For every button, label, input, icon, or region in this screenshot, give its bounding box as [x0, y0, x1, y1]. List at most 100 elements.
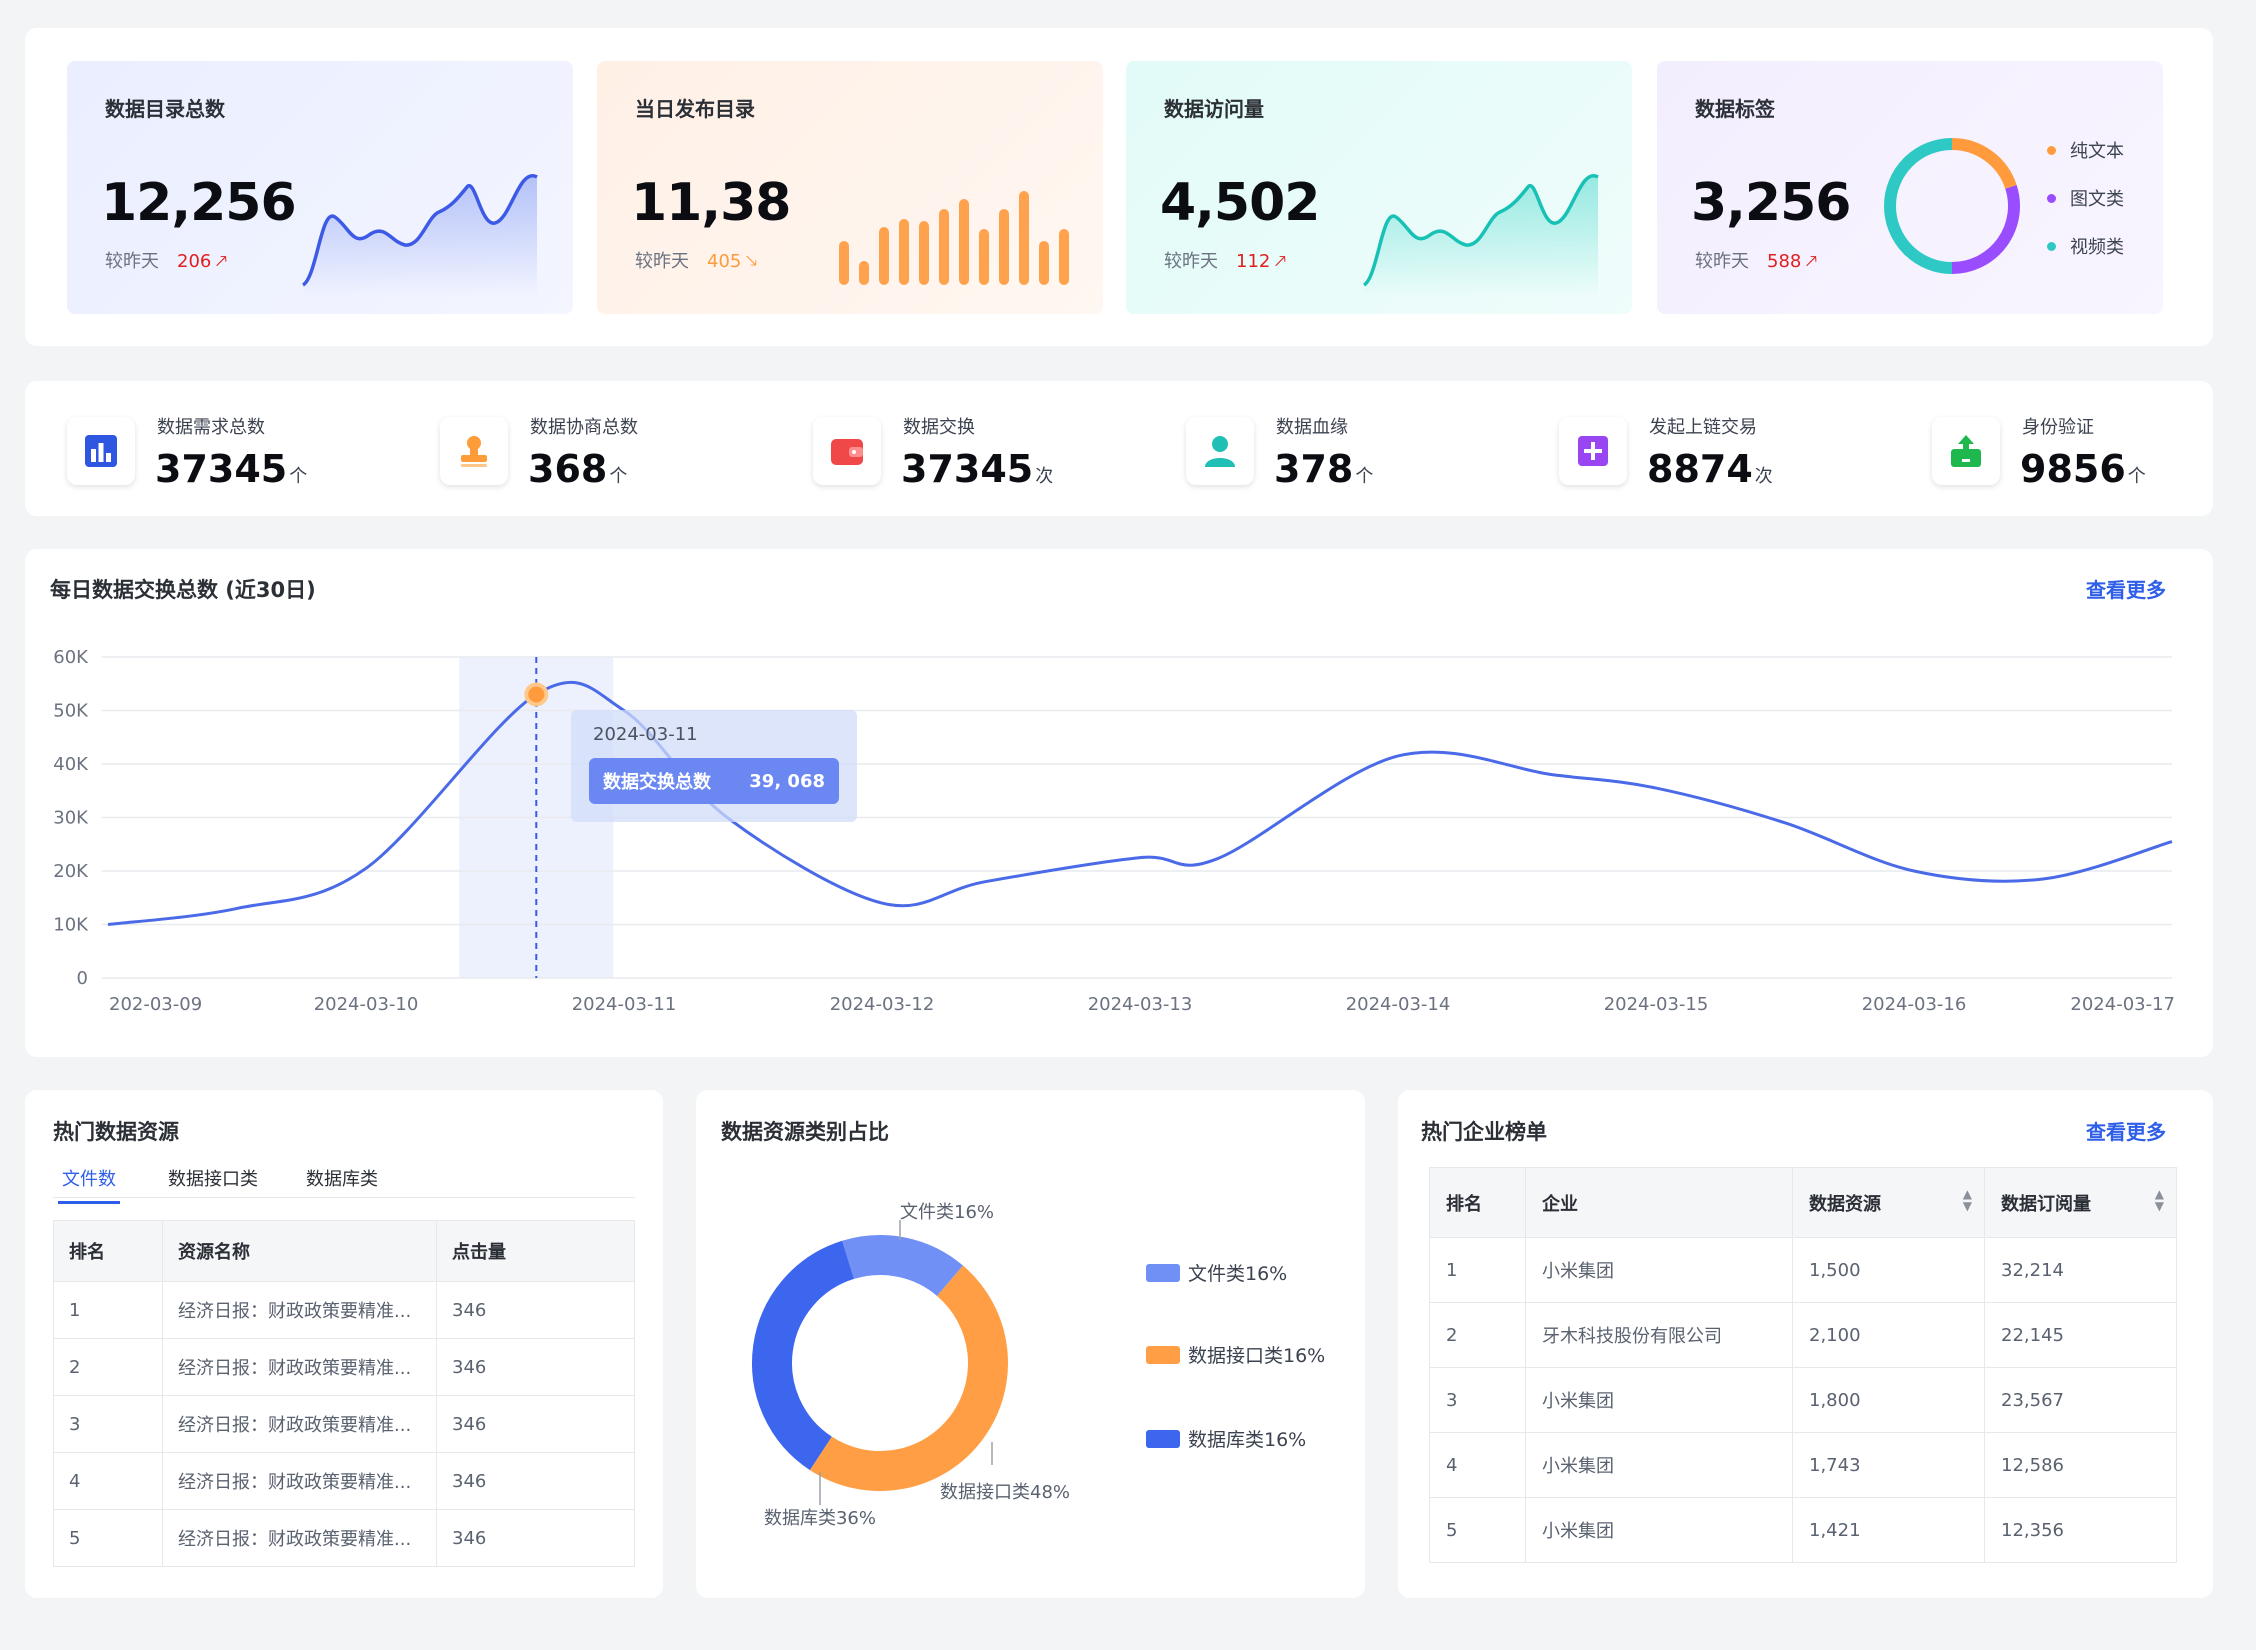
sortable-column-header[interactable]: 数据订阅量 ▲ ▼ [1984, 1167, 2177, 1238]
tag-donut-slice [1951, 184, 2020, 274]
sparkline-area [301, 174, 538, 297]
tab-api[interactable]: 数据接口类 [168, 1169, 258, 1190]
enterprise-view-more-link[interactable]: 查看更多 [2086, 1120, 2166, 1144]
tag-donut-slice [1884, 138, 1953, 274]
hot-resources-title: 热门数据资源 [53, 1120, 179, 1144]
metric-chain-transaction[interactable]: 发起上链交易 8874 次 [1559, 381, 1919, 516]
x-tick-label: 2024-03-14 [1346, 994, 1451, 1015]
metric-unit: 个 [2127, 466, 2146, 487]
arrow-up-icon: 🡕 [215, 251, 228, 272]
table-row[interactable]: 3 经济日报：财政政策要精准... 346 [53, 1395, 635, 1453]
delta-value: 405 [707, 251, 742, 272]
user-icon [1186, 417, 1254, 485]
arrow-down-icon: 🡖 [745, 251, 758, 272]
table-cell: 23,567 [1984, 1367, 2177, 1433]
column-header-label: 数据资源 [1809, 1193, 1881, 1215]
slice-label: 数据接口类48% [940, 1482, 1070, 1503]
table-row[interactable]: 4 经济日报：财政政策要精准... 346 [53, 1452, 635, 1510]
legend-item-database: 数据库类16% [1146, 1425, 1306, 1452]
arrow-up-icon: 🡕 [1274, 251, 1287, 272]
metric-value: 378 个 [1274, 447, 1373, 491]
tag-donut-chart [1884, 138, 2020, 274]
tag-legend-item: 纯文本 [2047, 137, 2124, 163]
table-cell: 1,500 [1792, 1237, 1985, 1303]
mini-bar [1019, 191, 1029, 285]
exchange-line-chart: 0 10K 20K 30K 40K 50K 60K 202-03-09 2024-03-10 20… [53, 647, 2175, 1015]
metric-unit: 次 [1035, 466, 1054, 487]
table-row[interactable]: 3 小米集团 1,800 23,567 [1429, 1367, 2177, 1433]
stat-card-tags[interactable]: 数据标签 3,256 较昨天 588 🡕 纯文本 图文类 视频类 [1657, 61, 2163, 314]
metric-value: 37345 个 [155, 447, 307, 491]
mini-bar [939, 209, 949, 285]
stat-value: 12,256 [101, 173, 297, 233]
stat-value: 11,38 [631, 173, 791, 233]
tooltip-label: 数据交换总数 [603, 772, 711, 793]
y-tick-label: 20K [53, 861, 89, 882]
table-cell: 经济日报：财政政策要精准... [162, 1452, 437, 1510]
sort-icon[interactable]: ▲ ▼ [1962, 1187, 1972, 1213]
exchange-view-more-link[interactable]: 查看更多 [2086, 578, 2166, 602]
mini-bar [1039, 241, 1049, 285]
table-cell: 346 [436, 1395, 635, 1453]
enterprise-title: 热门企业榜单 [1421, 1120, 1547, 1144]
metric-negotiation[interactable]: 数据协商总数 368 个 [440, 381, 800, 516]
tab-database[interactable]: 数据库类 [306, 1169, 378, 1190]
table-row[interactable]: 5 小米集团 1,421 12,356 [1429, 1497, 2177, 1563]
sort-icon[interactable]: ▲ ▼ [2154, 1187, 2164, 1213]
legend-item-api: 数据接口类16% [1146, 1341, 1325, 1368]
stat-card-visits[interactable]: 数据访问量 4,502 较昨天 112 🡕 [1126, 61, 1632, 314]
table-cell: 小米集团 [1525, 1432, 1793, 1498]
category-share-title: 数据资源类别占比 [721, 1120, 889, 1144]
stat-card-catalog[interactable]: 数据目录总数 12,256 较昨天 206 🡕 [67, 61, 573, 314]
donut-slice [809, 1265, 1008, 1491]
table-cell: 1,743 [1792, 1432, 1985, 1498]
sortable-column-header[interactable]: 数据资源 ▲ ▼ [1792, 1167, 1985, 1238]
compare-label: 较昨天 [1164, 251, 1218, 272]
x-tick-label: 2024-03-10 [314, 994, 419, 1015]
table-row[interactable]: 4 小米集团 1,743 12,586 [1429, 1432, 2177, 1498]
series-line [107, 680, 2173, 926]
slice-label: 文件类16% [900, 1202, 994, 1223]
tabs-divider [53, 1197, 635, 1198]
stat-value: 3,256 [1691, 173, 1851, 233]
compare-label: 较昨天 [1695, 251, 1749, 272]
legend-dot [2047, 193, 2056, 203]
metric-value: 368 个 [528, 447, 627, 491]
stat-card-published[interactable]: 当日发布目录 11,38 较昨天 405 🡖 [597, 61, 1103, 314]
table-cell: 小米集团 [1525, 1367, 1793, 1433]
table-cell: 4 [53, 1452, 163, 1510]
metric-demand[interactable]: 数据需求总数 37345 个 [67, 381, 427, 516]
metric-lineage[interactable]: 数据血缘 378 个 [1186, 381, 1546, 516]
table-cell: 2 [53, 1338, 163, 1396]
metric-label: 身份验证 [2022, 417, 2094, 438]
tag-legend-label: 图文类 [2070, 189, 2124, 210]
metric-unit: 次 [1754, 466, 1773, 487]
table-row[interactable]: 5 经济日报：财政政策要精准... 346 [53, 1509, 635, 1567]
table-row[interactable]: 2 经济日报：财政政策要精准... 346 [53, 1338, 635, 1396]
table-cell: 1 [1429, 1237, 1526, 1303]
tab-files[interactable]: 文件数 [58, 1165, 120, 1204]
metric-exchange[interactable]: 数据交换 37345 次 [813, 381, 1173, 516]
y-tick-label: 30K [53, 808, 89, 829]
metric-value: 8874 次 [1647, 447, 1773, 491]
table-cell: 346 [436, 1281, 635, 1339]
mini-bar [879, 227, 889, 285]
table-row[interactable]: 1 小米集团 1,500 32,214 [1429, 1237, 2177, 1303]
mini-bar [859, 261, 869, 285]
metric-unit: 个 [289, 466, 308, 487]
table-cell: 经济日报：财政政策要精准... [162, 1281, 437, 1339]
delta-value: 112 [1236, 251, 1271, 272]
metric-identity[interactable]: 身份验证 9856 个 [1932, 381, 2256, 516]
stat-compare: 较昨天 206 🡕 [105, 247, 227, 279]
mini-bar-chart [839, 191, 1069, 285]
legend-swatch [1146, 1263, 1180, 1282]
metric-label: 发起上链交易 [1649, 417, 1757, 438]
table-row[interactable]: 1 经济日报：财政政策要精准... 346 [53, 1281, 635, 1339]
column-header: 排名 [1429, 1167, 1526, 1238]
exchange-chart-title: 每日数据交换总数 (近30日) [50, 578, 316, 602]
y-tick-label: 10K [53, 915, 89, 936]
compare-label: 较昨天 [635, 251, 689, 272]
table-cell: 12,356 [1984, 1497, 2177, 1563]
table-row[interactable]: 2 牙木科技股份有限公司 2,100 22,145 [1429, 1302, 2177, 1368]
column-header: 排名 [53, 1220, 163, 1282]
